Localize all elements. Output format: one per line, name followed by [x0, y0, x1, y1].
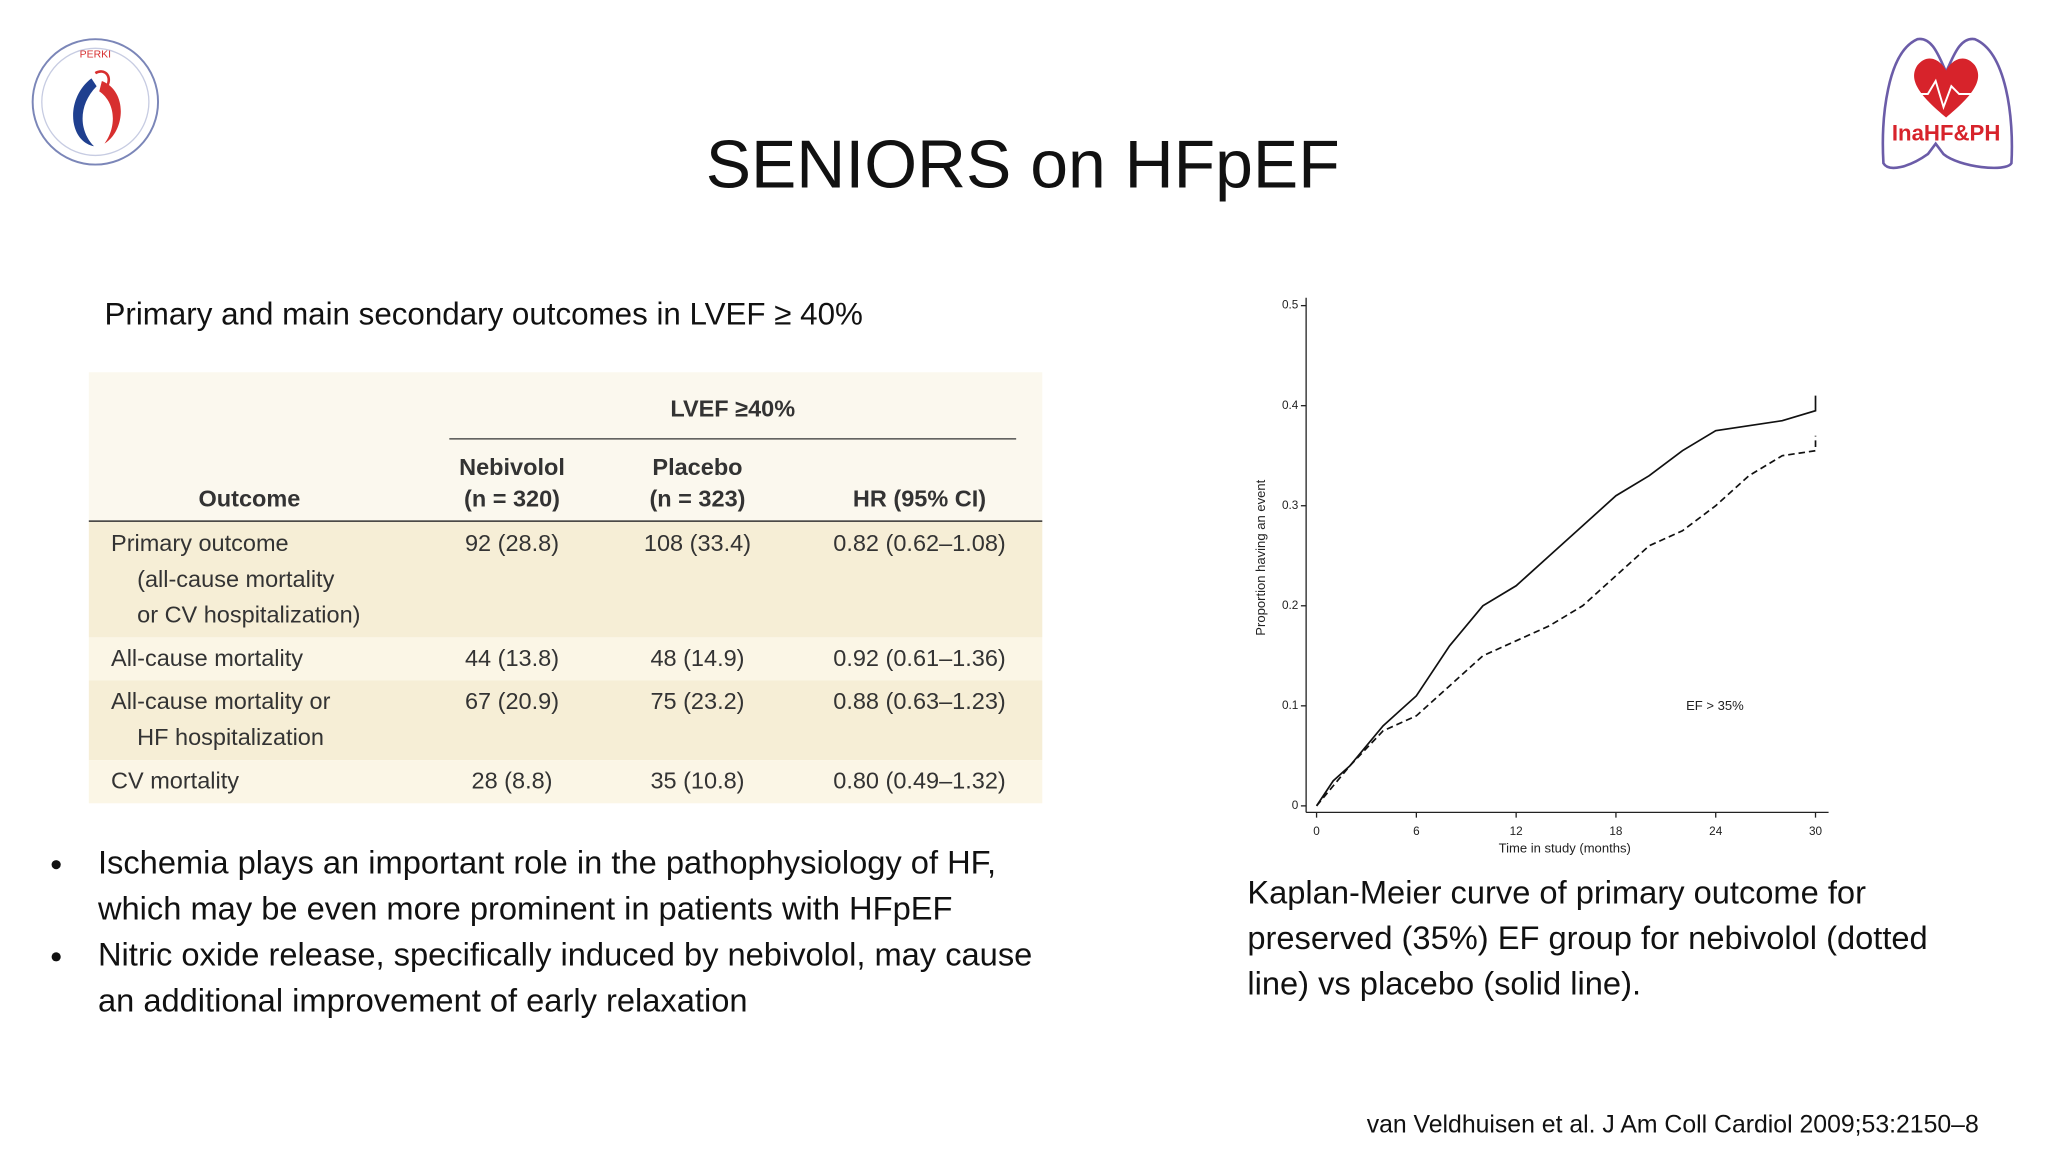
title: SENIORS on HFpEF	[706, 128, 1340, 203]
y-tick-label: 0.5	[1282, 299, 1299, 312]
y-tick-label: 0.1	[1282, 699, 1298, 712]
table-cell: 0.80 (0.49–1.32)	[833, 768, 1005, 794]
bullet-text: Ischemia plays an important role in the …	[98, 843, 996, 880]
x-tick-label: 0	[1313, 825, 1320, 838]
x-tick-label: 30	[1809, 825, 1823, 838]
table-cell: 92 (28.8)	[465, 530, 559, 556]
table-cell: 44 (13.8)	[465, 645, 559, 671]
outcome-label: CV mortality	[111, 768, 239, 794]
x-tick-label: 6	[1413, 825, 1420, 838]
plot-area	[1306, 297, 1829, 813]
caption: preserved (35%) EF group for nebivolol (…	[1247, 919, 1927, 956]
table-cell: 108 (33.4)	[644, 530, 751, 556]
km-curve	[1315, 435, 1817, 807]
km-curve	[1315, 395, 1817, 807]
y-tick-label: 0	[1292, 799, 1299, 812]
table-cell: 48 (14.9)	[650, 645, 744, 671]
outcome-label: All-cause mortality	[111, 645, 303, 671]
annotation: EF > 35%	[1686, 698, 1744, 713]
row-bg	[88, 637, 1043, 681]
column-header: Outcome	[199, 485, 301, 511]
row-bg	[88, 521, 1043, 638]
logo-left-text: PERKI	[80, 50, 111, 61]
column-header: (n = 323)	[649, 485, 745, 511]
bullet-text: which may be even more prominent in pati…	[97, 889, 952, 926]
table-header-bg	[88, 372, 1043, 522]
table-cell: 0.88 (0.63–1.23)	[833, 688, 1005, 714]
outcome-label: All-cause mortality or	[111, 688, 331, 714]
logo-left	[31, 38, 160, 166]
column-header: (n = 320)	[464, 485, 560, 511]
logo-right	[1881, 37, 2014, 170]
table-cell: 0.82 (0.62–1.08)	[833, 530, 1005, 556]
caption: Kaplan-Meier curve of primary outcome fo…	[1247, 873, 1866, 910]
outcome-label: HF hospitalization	[137, 724, 324, 750]
group-header: LVEF ≥40%	[670, 395, 795, 421]
y-tick-label: 0.4	[1282, 399, 1299, 412]
x-tick-label: 18	[1609, 825, 1623, 838]
column-header: Placebo	[652, 454, 742, 480]
row-bg	[88, 680, 1043, 761]
y-tick-label: 0.2	[1282, 599, 1298, 612]
bullet-text: an additional improvement of early relax…	[98, 982, 748, 1019]
row-bg	[88, 760, 1043, 804]
y-tick-label: 0.3	[1282, 499, 1299, 512]
table-cell: 67 (20.9)	[465, 688, 559, 714]
citation: van Veldhuisen et al. J Am Coll Cardiol …	[1367, 1111, 1979, 1138]
table-cell: 75 (23.2)	[650, 688, 744, 714]
table-cell: 28 (8.8)	[472, 768, 553, 794]
bullet-text: Nitric oxide release, specifically induc…	[98, 935, 1032, 972]
bullet-dot	[51, 860, 61, 870]
outcome-label: Primary outcome	[111, 530, 289, 556]
column-header: HR (95% CI)	[853, 485, 986, 511]
column-header: Nebivolol	[459, 454, 565, 480]
x-tick-label: 12	[1510, 825, 1523, 838]
x-axis-label: Time in study (months)	[1499, 840, 1631, 855]
table-cell: 0.92 (0.61–1.36)	[833, 645, 1005, 671]
bullet-dot	[51, 952, 61, 962]
logo-right-text: InaHF&PH	[1892, 120, 2000, 145]
table-cell: 35 (10.8)	[650, 768, 744, 794]
caption: line) vs placebo (solid line).	[1247, 965, 1641, 1002]
outcome-label: or CV hospitalization)	[137, 602, 360, 628]
y-axis-label: Proportion having an event	[1253, 479, 1268, 635]
x-tick-label: 24	[1709, 825, 1723, 838]
outcome-label: (all-cause mortality	[137, 566, 334, 592]
subtitle: Primary and main secondary outcomes in L…	[104, 296, 862, 331]
